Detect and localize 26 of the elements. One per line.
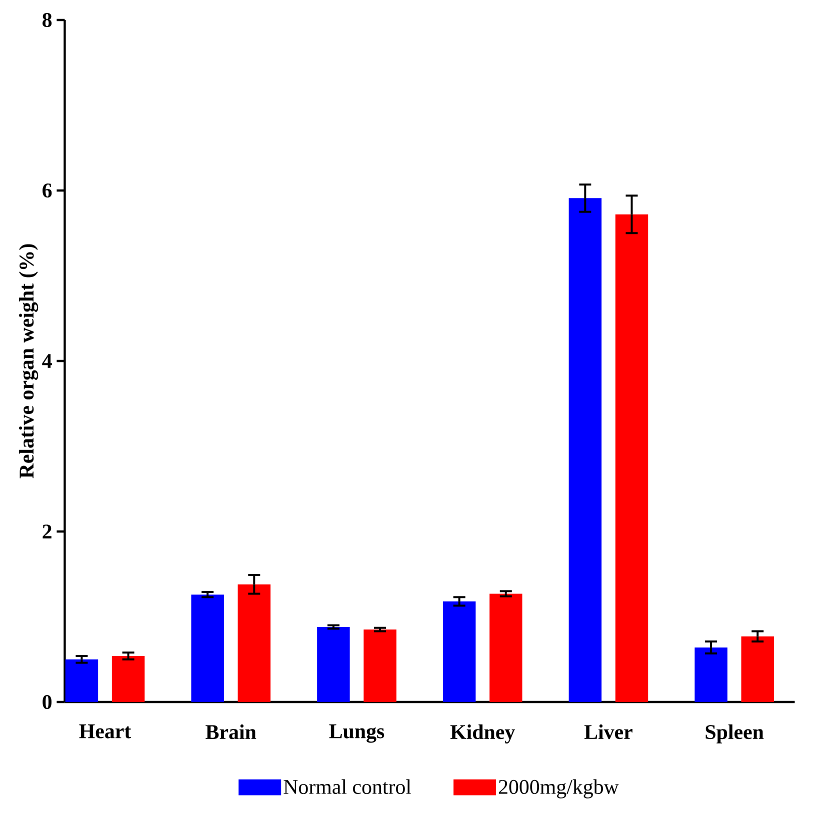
x-tick-label: Kidney <box>450 724 515 744</box>
y-axis-title: Relative organ weight (%) <box>18 244 38 478</box>
y-tick-label: 6 <box>42 183 52 198</box>
x-tick-label: Lungs <box>329 724 384 743</box>
y-tick-label: 0 <box>42 694 52 710</box>
bar <box>65 659 98 702</box>
legend-label: 2000mg/kgbw <box>498 779 619 798</box>
bar <box>364 630 396 702</box>
bar <box>741 636 774 702</box>
y-tick-label: 4 <box>42 354 52 368</box>
x-tick-label: Heart <box>79 724 132 738</box>
x-tick-label: Liver <box>584 724 632 740</box>
bar <box>191 594 224 702</box>
x-tick-label: Brain <box>206 724 256 740</box>
bar <box>238 584 271 702</box>
bar <box>490 594 522 702</box>
bar <box>568 198 602 702</box>
bar <box>112 656 145 702</box>
x-tick-label: Spleen <box>706 724 764 744</box>
bar <box>442 601 476 702</box>
legend-label: Normal control <box>284 779 412 794</box>
y-tick-label: 8 <box>42 12 52 28</box>
bar <box>615 214 648 702</box>
y-tick-label: 2 <box>42 524 52 538</box>
bar <box>694 647 728 702</box>
bar <box>317 626 350 702</box>
